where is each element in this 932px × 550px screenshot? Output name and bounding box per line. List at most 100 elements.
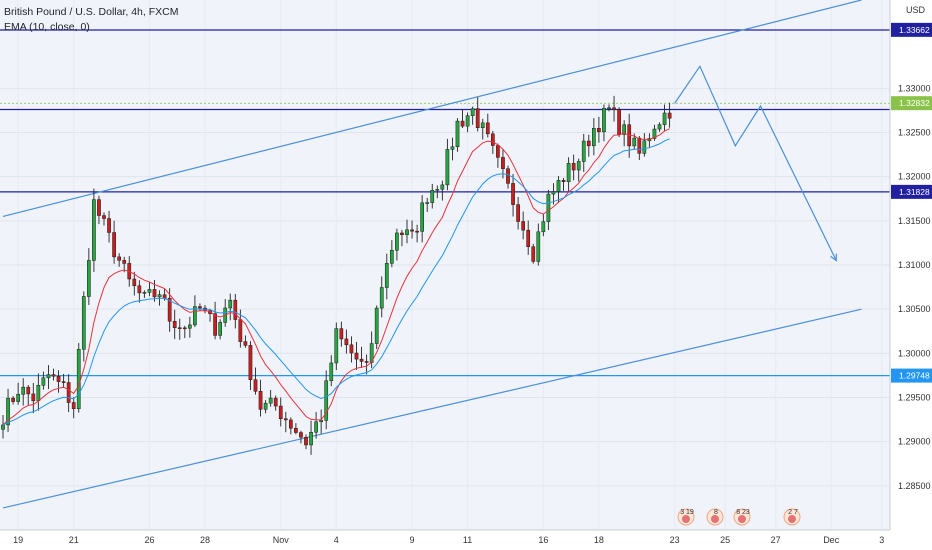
candle-body (400, 232, 404, 235)
candle-body (597, 128, 601, 133)
candle-body (354, 352, 359, 360)
candle-body (137, 285, 142, 294)
candle-body (586, 140, 591, 147)
candle-body (607, 107, 611, 110)
candle-body (132, 278, 137, 287)
price-tag-label: 1.33662 (899, 25, 930, 35)
candle-body (31, 393, 36, 402)
price-tag (891, 96, 932, 111)
price-axis[interactable]: 1.28500 1.29000 1.29500 1.30000 1.30500 1.310… (898, 83, 931, 491)
ema-fast-line (2, 128, 670, 426)
time-axis-background (0, 530, 890, 550)
event-label: 3 19 (680, 509, 694, 516)
price-tick-label: 1.33000 (898, 83, 931, 93)
candle-body (379, 287, 384, 309)
event-flag-dot (738, 515, 746, 523)
candle-body (248, 345, 253, 380)
candle-body (258, 391, 263, 410)
price-tick-label: 1.28500 (898, 481, 931, 491)
event-markers: 3 19 8 8 23 2 7 (677, 508, 801, 526)
candle-body (617, 109, 621, 135)
time-axis[interactable]: 19 21 26 28 Nov 4 9 11 16 18 23 25 27 Dec 3 (13, 535, 884, 545)
candle-body (551, 191, 556, 195)
candle-body (162, 294, 167, 299)
event-flag-dot (788, 515, 796, 523)
time-tick-label: 27 (771, 535, 781, 545)
candle-body (273, 397, 278, 407)
price-tick-label: 1.32000 (898, 172, 931, 182)
candle-body (460, 120, 465, 127)
candle-body (157, 294, 162, 298)
candle-body (349, 344, 354, 354)
price-tick-label: 1.29000 (898, 437, 931, 447)
candle-body (415, 230, 419, 233)
candle-body (435, 189, 440, 191)
projection-path (674, 65, 837, 262)
price-tag (891, 368, 932, 383)
ema-lines (2, 128, 670, 426)
time-tick-label: 4 (334, 535, 339, 545)
candle-body (576, 161, 581, 171)
candle-body (496, 145, 500, 158)
candle-body (263, 402, 268, 410)
candle-body (506, 168, 510, 184)
candle-body (36, 384, 41, 402)
candle-body (475, 108, 480, 129)
candle-body (581, 140, 586, 162)
candle-body (87, 260, 91, 297)
candle-body (177, 327, 182, 329)
candle-body (445, 149, 450, 186)
candle-body (440, 184, 445, 190)
candle-body (662, 112, 667, 125)
candle-body (107, 218, 111, 233)
candle-body (485, 122, 490, 135)
projection-arrowhead (830, 253, 837, 262)
candle-body (299, 432, 303, 438)
candle-body (455, 120, 460, 148)
time-tick-label: 18 (594, 535, 604, 545)
candle-body (526, 229, 531, 247)
price-tag-label: 1.31828 (899, 187, 930, 197)
candle-body (228, 299, 233, 309)
candle-body (359, 358, 364, 362)
candle-body (1, 424, 5, 430)
candle-body (364, 361, 369, 363)
candle-body (172, 321, 177, 328)
candle-body (167, 297, 172, 322)
candle-body (278, 405, 283, 419)
price-axis-background (890, 0, 932, 550)
candle-body (632, 137, 637, 147)
price-tag (891, 184, 932, 199)
chart-legend: British Pound / U.S. Dollar, 4h, FXCM EM… (4, 5, 178, 35)
candle-body (112, 232, 116, 258)
candle-body (11, 397, 15, 402)
candle-body (314, 421, 318, 433)
candle-body (289, 419, 293, 429)
candle-body (430, 190, 435, 203)
candle-body (546, 193, 551, 222)
candle-body (491, 133, 495, 146)
candle-body (501, 157, 505, 169)
channel-line (2, 308, 862, 509)
candle-body (193, 306, 197, 326)
candle-body (238, 319, 243, 342)
candle-body (652, 128, 657, 139)
candle-body (283, 418, 288, 421)
candle-body (516, 204, 520, 222)
candle-body (395, 232, 399, 251)
candle-body (198, 306, 202, 309)
candle-body (571, 163, 576, 171)
price-tick-label: 1.30500 (898, 304, 931, 314)
candle-body (592, 128, 596, 147)
candle-body (602, 108, 606, 133)
candle-body (324, 380, 329, 421)
candle-body (561, 180, 566, 183)
candle-body (344, 338, 349, 346)
time-tick-label: 21 (69, 535, 79, 545)
candle-body (213, 313, 217, 336)
candle-body (21, 386, 26, 395)
candle-body (425, 202, 430, 204)
candle-body (384, 263, 389, 288)
candle-body (294, 427, 298, 433)
